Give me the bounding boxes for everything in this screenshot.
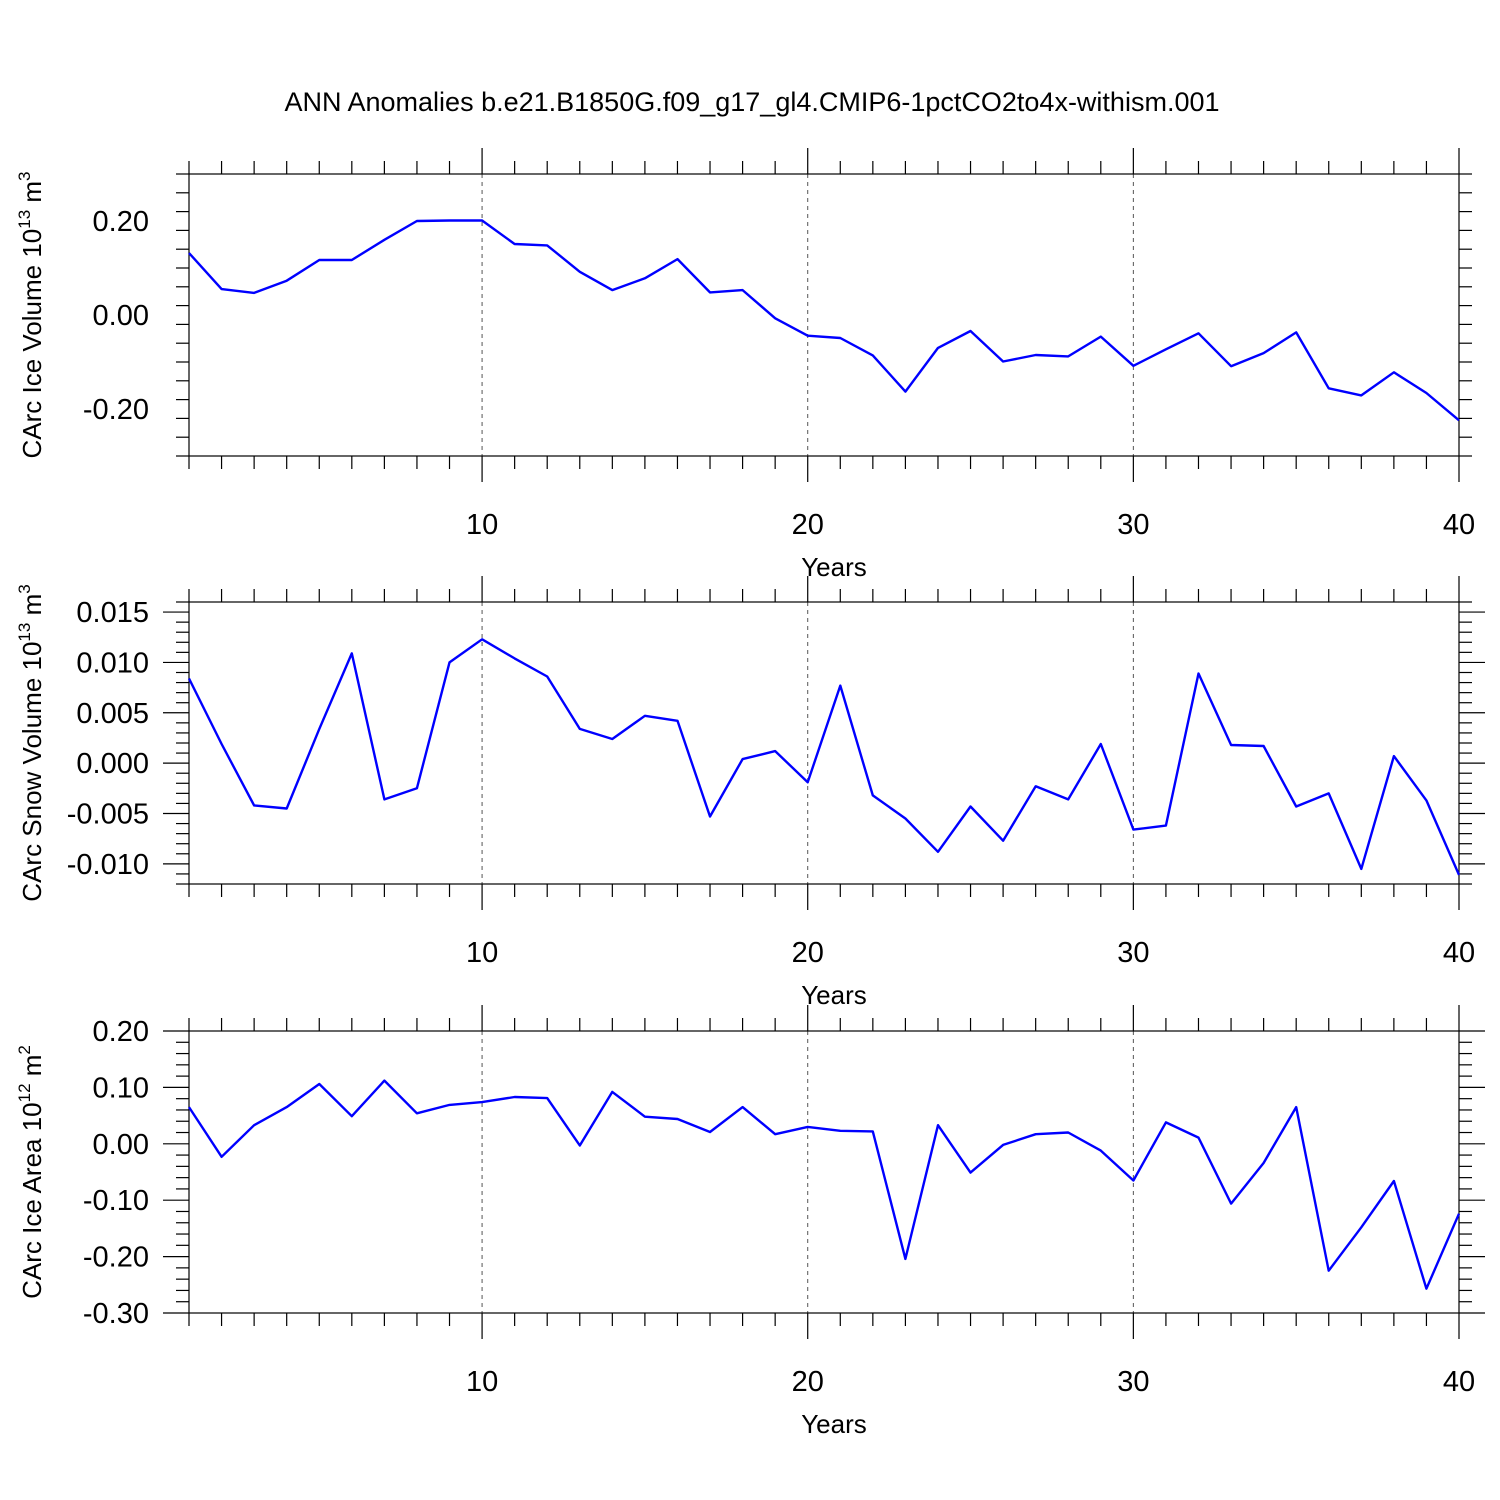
series-line bbox=[187, 1079, 1461, 1290]
y-tick-label: 0.005 bbox=[76, 698, 149, 730]
series-line bbox=[187, 638, 1461, 876]
plot-frame bbox=[188, 173, 1460, 457]
y-axis-label-exponent: 13 bbox=[15, 623, 34, 642]
x-tick-label: 20 bbox=[792, 509, 824, 541]
x-tick-label: 30 bbox=[1117, 509, 1149, 541]
x-tick-label: 20 bbox=[792, 1366, 824, 1398]
x-tick-label: 30 bbox=[1117, 1366, 1149, 1398]
y-axis-label-exponent: 13 bbox=[15, 210, 34, 229]
y-axis-label-text: CArc Ice Volume 10 bbox=[17, 229, 47, 459]
figure-title: ANN Anomalies b.e21.B1850G.f09_g17_gl4.C… bbox=[284, 87, 1219, 117]
y-axis-label: CArc Snow Volume 1013 m3 bbox=[15, 584, 47, 901]
y-axis-label-unit: m bbox=[17, 594, 47, 623]
y-tick-label: 0.10 bbox=[93, 1072, 149, 1104]
plot-frame bbox=[188, 1030, 1460, 1314]
y-tick-label: -0.20 bbox=[83, 1242, 149, 1274]
y-axis-label-text: CArc Ice Area 10 bbox=[17, 1102, 47, 1299]
panel-3: 10 20 30 40 -0.30 -0.20 -0.10 0.00 0.10 0.20 Years… bbox=[15, 1005, 1485, 1439]
y-axis-label-unit-exponent: 2 bbox=[15, 1045, 34, 1054]
y-tick-label: -0.10 bbox=[83, 1185, 149, 1217]
x-tick-label: 10 bbox=[466, 937, 498, 969]
x-tick-label: 10 bbox=[466, 509, 498, 541]
x-axis-label: Years bbox=[801, 552, 867, 582]
y-axis-label-unit-exponent: 3 bbox=[15, 584, 34, 593]
y-tick-label: 0.20 bbox=[93, 1016, 149, 1048]
y-tick-label: 0.015 bbox=[76, 597, 149, 629]
y-axis-label-text: CArc Snow Volume 10 bbox=[17, 642, 47, 902]
y-axis-label-exponent: 12 bbox=[15, 1083, 34, 1102]
x-axis-label: Years bbox=[801, 980, 867, 1010]
series-line bbox=[188, 219, 1460, 422]
panel-1: 10 20 30 40 -0.20 0.00 0.20 Years CArc Ice Volum… bbox=[15, 148, 1475, 582]
y-tick-label: 0.20 bbox=[93, 206, 149, 238]
plot-frame bbox=[188, 601, 1460, 885]
x-tick-label: 30 bbox=[1117, 937, 1149, 969]
y-tick-label: 0.000 bbox=[76, 748, 149, 780]
y-tick-label: 0.00 bbox=[93, 1129, 149, 1161]
y-tick-label: 0.010 bbox=[76, 647, 149, 679]
y-axis-label-unit: m bbox=[17, 181, 47, 210]
y-axis-label: CArc Ice Volume 1013 m3 bbox=[15, 171, 47, 458]
panel-2: 10 20 30 40 -0.010 -0.005 0.000 0.005 0.010 0.015… bbox=[15, 576, 1485, 1010]
y-tick-label: -0.010 bbox=[67, 849, 149, 881]
y-tick-label: -0.20 bbox=[83, 394, 149, 426]
x-tick-label: 40 bbox=[1443, 509, 1475, 541]
x-tick-label: 40 bbox=[1443, 937, 1475, 969]
y-tick-label: -0.005 bbox=[67, 799, 149, 831]
y-tick-label: -0.30 bbox=[83, 1298, 149, 1330]
x-tick-label: 40 bbox=[1443, 1366, 1475, 1398]
x-axis-label: Years bbox=[801, 1409, 867, 1439]
x-tick-label: 20 bbox=[792, 937, 824, 969]
panels: 10 20 30 40 -0.20 0.00 0.20 Years CArc Ice Volum… bbox=[15, 148, 1485, 1439]
y-tick-label: 0.00 bbox=[93, 300, 149, 332]
y-axis-label-unit-exponent: 3 bbox=[15, 171, 34, 180]
y-axis-label-unit: m bbox=[17, 1055, 47, 1084]
x-tick-label: 10 bbox=[466, 1366, 498, 1398]
y-axis-label: CArc Ice Area 1012 m2 bbox=[15, 1045, 47, 1299]
